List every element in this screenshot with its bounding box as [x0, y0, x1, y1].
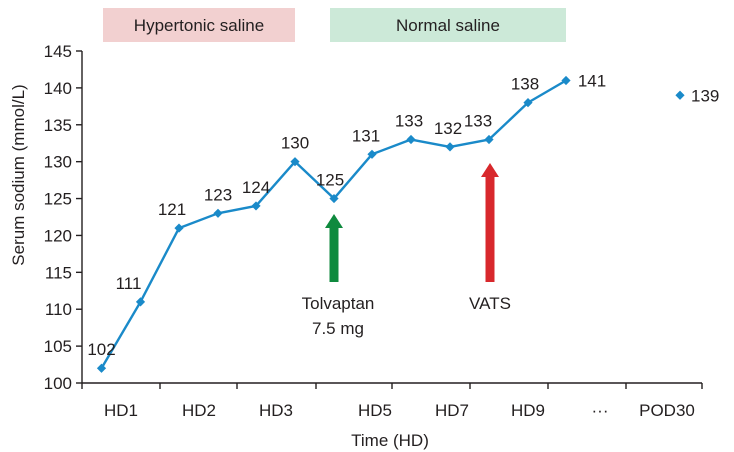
band-hypertonic-saline	[103, 8, 295, 42]
band-normal-saline	[330, 8, 566, 42]
x-tick-label-5: HD9	[511, 401, 545, 420]
x-tick-label-0: HD1	[104, 401, 138, 420]
y-tick-label-125: 125	[44, 190, 72, 209]
y-tick-label-140: 140	[44, 79, 72, 98]
pod30-point	[675, 90, 685, 100]
x-axis-title: Time (HD)	[351, 431, 429, 450]
data-point-3	[213, 208, 223, 218]
data-label-6: 125	[316, 171, 344, 190]
data-point-11	[523, 98, 533, 108]
band-label-hypertonic-saline: Hypertonic saline	[134, 16, 264, 35]
annotation-arrow-0	[325, 214, 343, 282]
data-point-9	[445, 142, 455, 152]
data-point-2	[174, 223, 184, 233]
x-tick-label-1: HD2	[182, 401, 216, 420]
data-point-0	[96, 363, 107, 373]
data-point-5	[290, 157, 300, 167]
data-label-1: 111	[116, 274, 142, 293]
y-tick-label-130: 130	[44, 153, 72, 172]
data-point-12	[561, 75, 571, 86]
y-tick-label-115: 115	[45, 263, 72, 282]
y-tick-label-135: 135	[44, 116, 72, 135]
y-tick-label-145: 145	[44, 42, 72, 61]
data-label-0: 102	[87, 340, 115, 359]
y-tick-label-110: 110	[45, 300, 72, 319]
data-label-4: 124	[242, 178, 270, 197]
data-label-9: 132	[434, 119, 462, 138]
data-point-10	[484, 134, 494, 145]
data-point-1	[135, 297, 146, 307]
x-tick-label-7: POD30	[639, 401, 695, 420]
pod30-label: 139	[691, 86, 719, 105]
y-axis-title: Serum sodium (mmol/L)	[9, 84, 28, 265]
annotation-arrow-1	[481, 163, 499, 282]
data-label-8: 133	[395, 112, 423, 131]
data-label-3: 123	[204, 185, 232, 204]
data-label-12: 141	[578, 72, 606, 91]
data-point-7	[367, 149, 377, 159]
band-label-normal-saline: Normal saline	[396, 16, 500, 35]
x-tick-label-6: ···	[592, 401, 609, 420]
y-tick-label-120: 120	[44, 226, 72, 245]
x-tick-label-3: HD5	[358, 401, 392, 420]
data-label-10: 133	[464, 112, 492, 131]
x-tick-label-4: HD7	[435, 401, 469, 420]
y-tick-label-105: 105	[44, 337, 72, 356]
x-tick-label-2: HD3	[259, 401, 293, 420]
annotation-text-0-0: Tolvaptan	[302, 294, 375, 313]
annotation-text-1-0: VATS	[469, 294, 511, 313]
annotation-text-0-1: 7.5 mg	[312, 319, 364, 338]
data-label-5: 130	[281, 134, 309, 153]
data-point-6	[329, 193, 339, 204]
data-point-4	[251, 201, 261, 211]
data-label-11: 138	[511, 75, 539, 94]
data-point-8	[406, 134, 416, 145]
data-label-7: 131	[352, 126, 380, 145]
data-label-2: 121	[158, 200, 186, 219]
y-tick-label-100: 100	[44, 374, 72, 393]
